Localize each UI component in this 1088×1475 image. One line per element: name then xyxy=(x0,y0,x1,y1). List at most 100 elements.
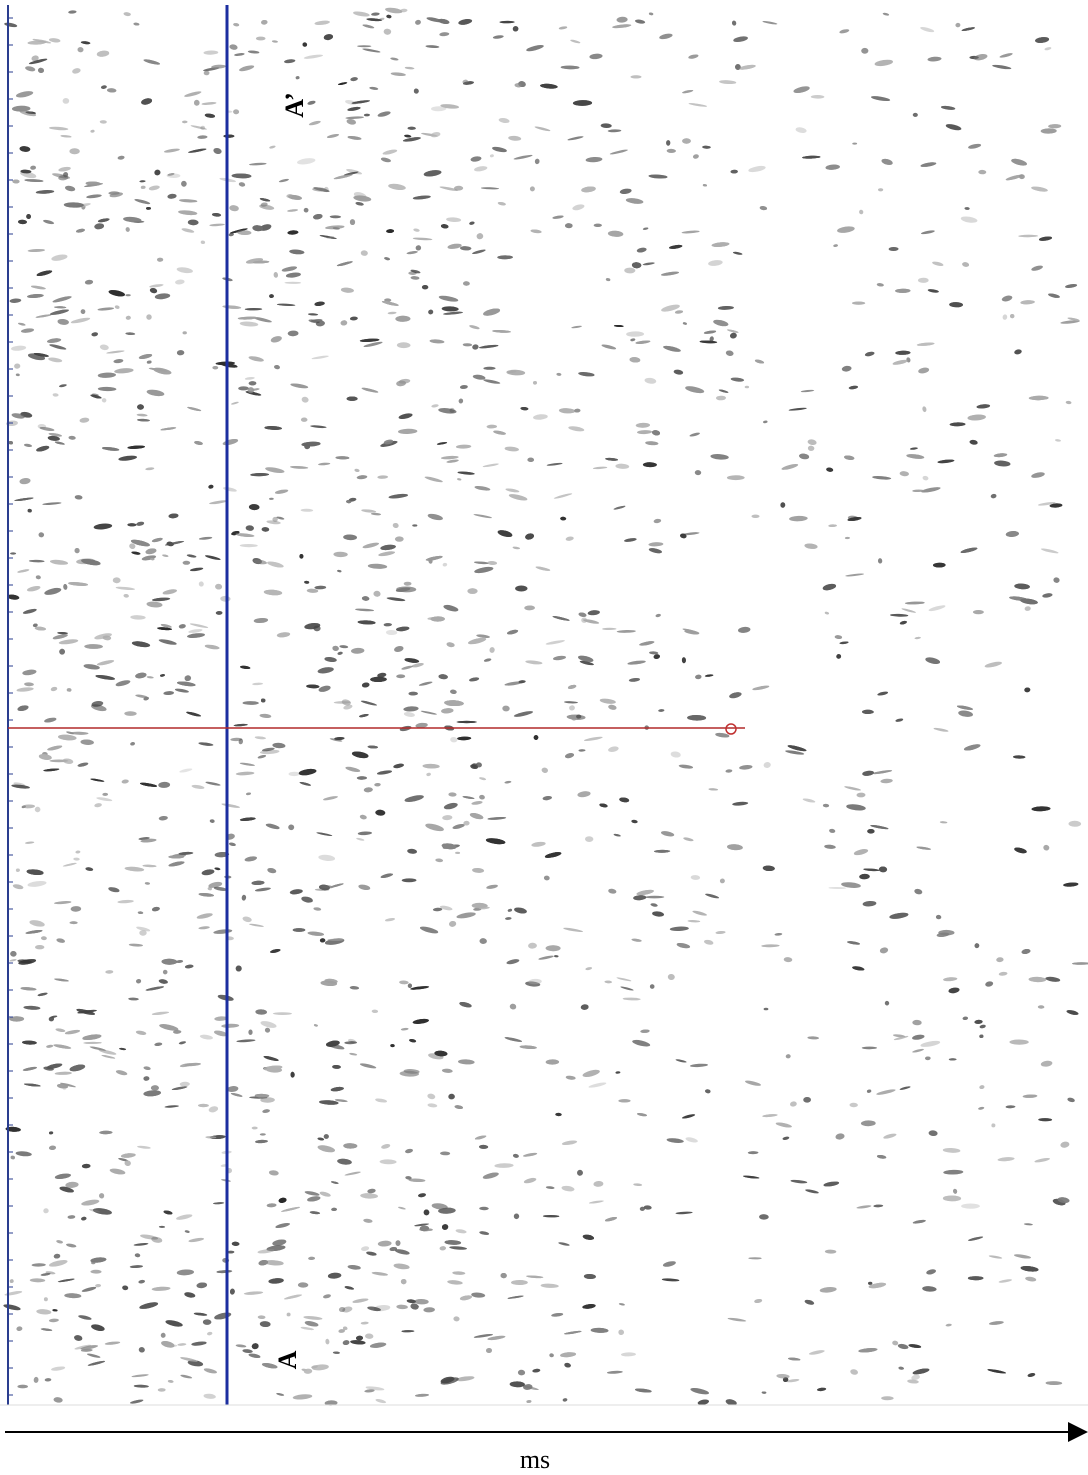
speckle xyxy=(613,833,621,837)
speckle xyxy=(786,1378,800,1383)
speckle xyxy=(425,45,440,48)
speckle xyxy=(48,38,61,43)
speckle xyxy=(48,357,63,363)
speckle xyxy=(287,209,299,212)
speckle xyxy=(187,633,205,638)
speckle xyxy=(178,210,198,216)
speckle xyxy=(683,837,694,842)
speckle xyxy=(570,39,581,44)
speckle xyxy=(808,1350,825,1355)
speckle xyxy=(1001,295,1013,302)
speckle xyxy=(17,705,29,712)
speckle xyxy=(394,536,404,542)
speckle xyxy=(10,950,17,957)
speckle xyxy=(448,1093,455,1100)
speckle xyxy=(763,762,771,768)
speckle xyxy=(327,938,344,941)
speckle xyxy=(790,1101,797,1107)
speckle xyxy=(254,736,266,740)
speckle xyxy=(588,1200,604,1204)
speckle xyxy=(616,629,636,633)
speckle xyxy=(1043,844,1050,851)
speckle xyxy=(897,1343,909,1350)
speckle xyxy=(38,532,45,538)
speckle xyxy=(884,1000,890,1006)
speckle xyxy=(562,1398,568,1402)
speckle xyxy=(955,22,961,28)
speckle xyxy=(407,848,417,854)
speckle xyxy=(69,148,80,155)
speckle xyxy=(881,1396,894,1401)
speckle xyxy=(200,240,206,245)
speckle xyxy=(85,867,94,871)
speckle xyxy=(992,64,1012,70)
speckle xyxy=(824,844,836,849)
speckle xyxy=(405,1148,413,1154)
speckle xyxy=(912,1019,922,1026)
speckle xyxy=(112,577,121,584)
speckle xyxy=(108,887,120,893)
speckle xyxy=(333,551,348,558)
speckle xyxy=(314,20,330,25)
speckle xyxy=(568,426,585,432)
speckle xyxy=(308,313,319,316)
speckle xyxy=(462,343,473,347)
speckle xyxy=(483,366,496,370)
speckle xyxy=(74,1344,92,1350)
speckle xyxy=(239,543,258,548)
speckle xyxy=(257,1315,266,1320)
speckle xyxy=(888,246,899,252)
speckle xyxy=(379,1159,397,1165)
speckle xyxy=(35,190,55,194)
speckle xyxy=(593,223,602,228)
speckle xyxy=(146,389,165,397)
speckle xyxy=(377,672,387,678)
speckle xyxy=(344,1041,358,1045)
speckle xyxy=(1067,1097,1075,1103)
speckle xyxy=(861,47,869,54)
speckle xyxy=(239,65,255,72)
speckle xyxy=(363,341,383,348)
speckle xyxy=(636,247,647,253)
speckle xyxy=(912,1048,924,1053)
speckle xyxy=(17,1384,28,1389)
speckle xyxy=(196,1282,208,1289)
speckle xyxy=(692,910,707,916)
speckle xyxy=(36,1309,52,1315)
speckle xyxy=(545,1186,555,1189)
speckle xyxy=(62,758,74,764)
speckle xyxy=(648,174,668,179)
speckle xyxy=(176,1214,193,1220)
speckle xyxy=(400,8,408,13)
speckle xyxy=(424,476,443,483)
speckle xyxy=(43,219,55,225)
speckle xyxy=(489,154,494,158)
speckle xyxy=(725,1399,737,1406)
speckle xyxy=(9,1279,14,1284)
speckle xyxy=(480,187,500,190)
speckle xyxy=(139,930,147,936)
speckle xyxy=(860,1120,876,1127)
speckle xyxy=(345,116,364,119)
speckle xyxy=(204,644,220,650)
speckle xyxy=(378,551,396,557)
speckle xyxy=(101,398,107,403)
speckle xyxy=(167,193,177,199)
speckle xyxy=(917,277,929,283)
speckle xyxy=(276,516,285,520)
speckle xyxy=(427,513,443,521)
speckle xyxy=(369,86,379,90)
speckle xyxy=(25,66,36,72)
speckle xyxy=(585,836,594,842)
speckle xyxy=(899,471,909,477)
speckle xyxy=(329,738,343,742)
speckle xyxy=(454,185,464,191)
speckle xyxy=(229,44,238,50)
speckle xyxy=(124,711,137,716)
speckle xyxy=(136,413,148,417)
speckle xyxy=(324,1400,338,1406)
speckle xyxy=(780,502,786,508)
speckle xyxy=(581,617,588,623)
speckle xyxy=(146,676,154,679)
speckle xyxy=(585,156,603,163)
